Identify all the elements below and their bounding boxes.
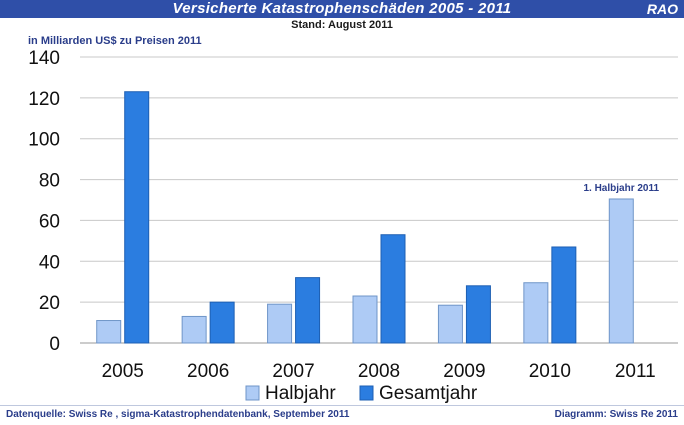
- bar-gesamtjahr-2006: [209, 301, 235, 344]
- bar-gesamtjahr-2005: [124, 91, 150, 344]
- legend-label-halbjahr: Halbjahr: [265, 383, 336, 404]
- bar-gesamtjahr-2007: [295, 277, 321, 344]
- bar-halbjahr-2011: [608, 198, 634, 344]
- unit-label: in Milliarden US$ zu Preisen 2011: [28, 35, 202, 47]
- diagram-credit: Diagramm: Swiss Re 2011: [554, 409, 678, 420]
- x-tick-label: 2006: [187, 361, 229, 382]
- bar-gesamtjahr-2008: [380, 234, 406, 344]
- x-tick-label: 2009: [443, 361, 485, 382]
- legend-swatch-halbjahr: [245, 385, 260, 401]
- y-tick-label: 40: [39, 252, 60, 273]
- y-tick-label: 0: [49, 334, 60, 355]
- bar-halbjahr-2008: [352, 295, 378, 344]
- legend-label-gesamtjahr: Gesamtjahr: [379, 383, 478, 404]
- bar-chart: in Milliarden US$ zu Preisen 2011 0 20 40 60…: [28, 35, 678, 404]
- y-tick-label: 140: [28, 48, 60, 69]
- title-bar: [0, 0, 684, 18]
- footer-divider: [0, 405, 684, 406]
- bar-halbjahr-2005: [96, 320, 122, 344]
- bar-gesamtjahr-2010: [551, 246, 577, 344]
- x-tick-label: 2005: [102, 361, 144, 382]
- chart-title: Versicherte Katastrophenschäden 2005 - 2…: [172, 0, 512, 17]
- bar-gesamtjahr-2009: [465, 285, 491, 344]
- chart-subtitle: Stand: August 2011: [291, 19, 393, 31]
- bar-halbjahr-2010: [523, 282, 549, 344]
- y-tick-label: 120: [28, 89, 60, 110]
- x-tick-label: 2008: [358, 361, 400, 382]
- legend-swatch-gesamtjahr: [359, 385, 374, 401]
- logo: RAO: [646, 1, 678, 17]
- bar-halbjahr-2006: [181, 315, 207, 344]
- bar-halbjahr-2007: [267, 303, 293, 344]
- y-tick-label: 20: [39, 293, 60, 314]
- x-tick-label: 2007: [272, 361, 314, 382]
- x-tick-label: 2011: [615, 361, 656, 382]
- y-tick-label: 80: [39, 171, 60, 192]
- data-source: Datenquelle: Swiss Re , sigma-Katastroph…: [6, 409, 350, 420]
- y-tick-label: 60: [39, 211, 60, 232]
- annotation-label: 1. Halbjahr 2011: [583, 183, 659, 194]
- bar-halbjahr-2009: [437, 304, 463, 344]
- y-tick-label: 100: [28, 130, 60, 151]
- x-tick-label: 2010: [529, 361, 571, 382]
